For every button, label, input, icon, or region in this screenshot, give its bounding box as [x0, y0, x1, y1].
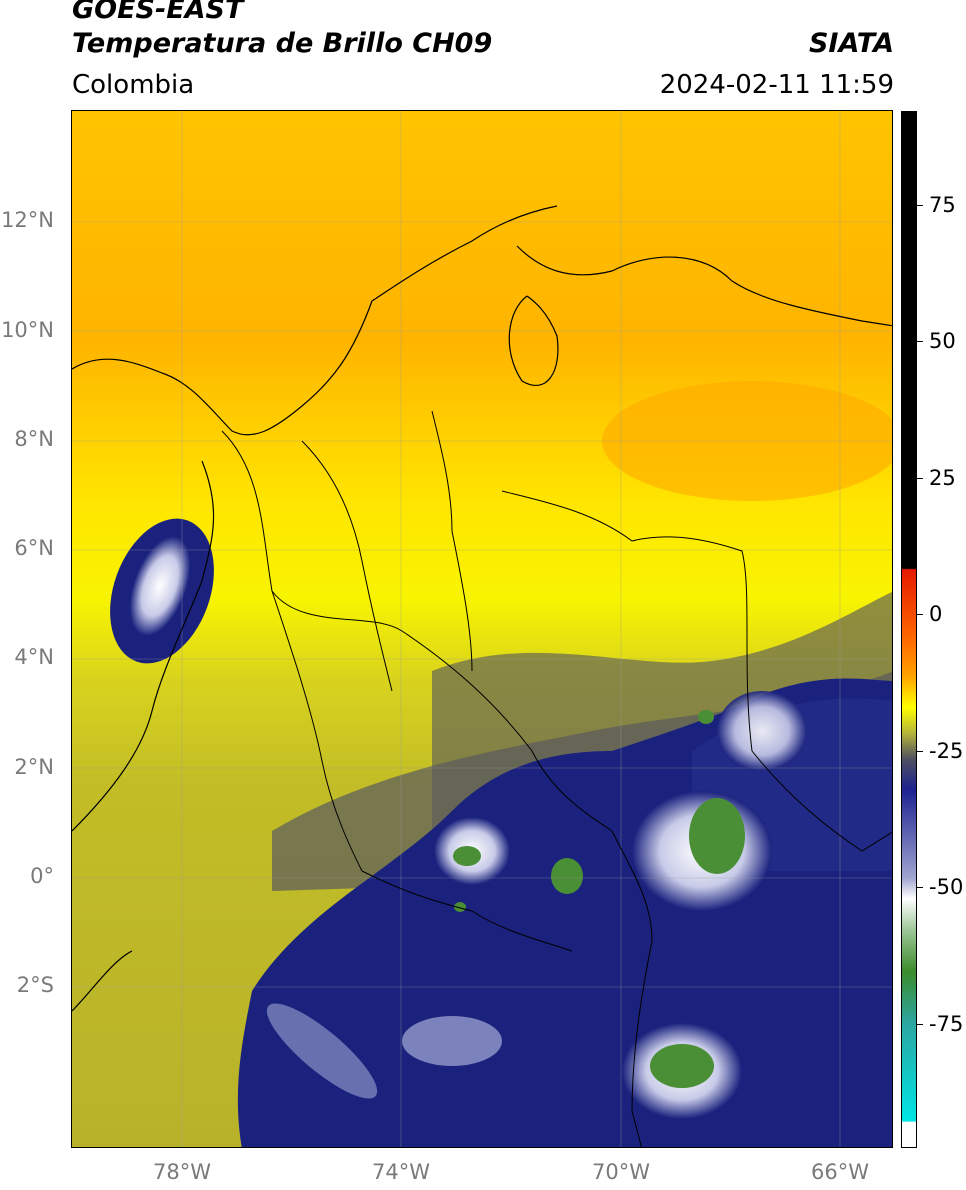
colorbar-label: 0	[929, 602, 943, 626]
org-label: SIATA	[808, 28, 894, 59]
map-canvas	[72, 111, 892, 1147]
colorbar-tick	[917, 887, 923, 888]
lat-label: 8°N	[14, 427, 54, 451]
colorbar-tick	[917, 1024, 923, 1025]
title-product: Temperatura de Brillo CH09	[72, 28, 493, 59]
colorbar-label: -50	[929, 875, 964, 899]
borders	[221, 410, 892, 1147]
colorbar-tick	[917, 614, 923, 615]
colorbar-tick	[917, 751, 923, 752]
lat-label: 12°N	[1, 208, 54, 232]
colorbar-tick	[917, 341, 923, 342]
colorbar-label: 50	[929, 329, 956, 353]
cold-core-5	[698, 710, 714, 724]
lon-label: 70°W	[592, 1160, 650, 1184]
lat-label: 6°N	[14, 536, 54, 560]
cold-core-6	[454, 902, 466, 912]
cloud-streak-2	[402, 1016, 502, 1066]
cloud-top-4	[717, 691, 807, 771]
colorbar-label: 75	[929, 193, 956, 217]
colorbar-tick	[917, 478, 923, 479]
cloud-streak	[266, 1003, 378, 1099]
cold-core-3	[689, 798, 745, 874]
cold-core-2	[551, 858, 583, 894]
lat-label: 10°N	[1, 318, 54, 342]
lat-label: 2°S	[16, 973, 54, 997]
coastlines	[72, 205, 892, 1012]
lat-label: 4°N	[14, 645, 54, 669]
pacific-cloud-core	[129, 536, 191, 636]
colorbar-label: -75	[929, 1012, 964, 1036]
cold-core-4	[650, 1044, 714, 1088]
lon-label: 78°W	[153, 1160, 211, 1184]
lon-label: 74°W	[372, 1160, 430, 1184]
region-label: Colombia	[72, 70, 195, 100]
colorbar-gradient	[902, 112, 916, 1147]
colorbar-label: -25	[929, 739, 964, 763]
lon-label: 66°W	[811, 1160, 869, 1184]
colorbar-tick	[917, 205, 923, 206]
satellite-map[interactable]	[71, 110, 893, 1148]
colorbar	[901, 111, 917, 1148]
cold-core-1	[453, 846, 481, 866]
title-satellite: GOES-EAST	[72, 0, 244, 25]
lat-label: 2°N	[14, 755, 54, 779]
lat-label: 0°	[30, 864, 54, 888]
datetime-label: 2024-02-11 11:59	[659, 70, 894, 100]
colorbar-label: 25	[929, 466, 956, 490]
